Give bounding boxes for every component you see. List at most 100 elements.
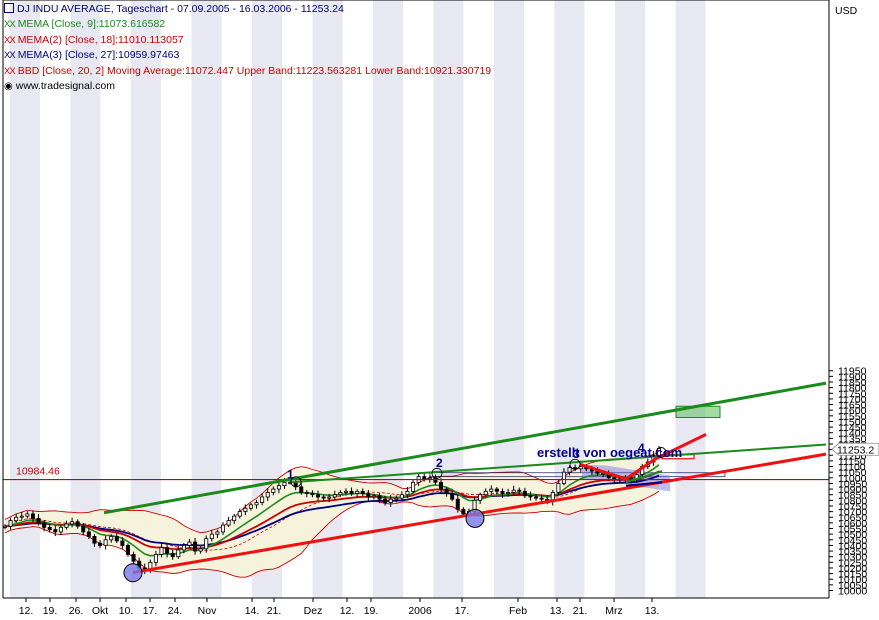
band-middle	[4, 471, 660, 552]
x-tick-label: 12.	[19, 605, 34, 617]
candle-body	[36, 517, 41, 524]
candle	[355, 489, 360, 498]
candle	[36, 514, 41, 526]
y-tick-label: 10950	[838, 478, 867, 490]
legend-bbd: XX BBD [Close, 20, 2] Moving Average:1107…	[4, 64, 491, 79]
y-tick-label: 10100	[838, 574, 867, 586]
candle	[8, 517, 13, 530]
x-tick-label: Okt	[92, 605, 108, 617]
candle-body	[360, 490, 365, 494]
candle	[567, 465, 572, 476]
candle	[193, 537, 198, 555]
candle	[394, 495, 399, 503]
y-tick-label: 10750	[838, 501, 867, 513]
moving-averages	[4, 464, 660, 557]
y-tick-label: 10300	[838, 552, 867, 564]
candle	[310, 490, 315, 498]
chart-annotation: erstellt von oegeat.com	[537, 445, 682, 460]
candle	[260, 493, 265, 506]
candle	[573, 464, 578, 472]
candlesticks	[3, 445, 662, 574]
candle	[511, 485, 516, 495]
green-ramp	[625, 470, 663, 484]
candle-body	[120, 540, 125, 546]
candle	[81, 523, 86, 536]
candle	[14, 513, 19, 523]
candle	[220, 522, 225, 535]
candle-body	[114, 536, 119, 542]
x-tick-label: 13.	[645, 605, 660, 617]
candle-body	[215, 531, 220, 535]
candle	[450, 490, 455, 502]
y-tick-label: 11750	[838, 388, 867, 400]
candle	[556, 480, 561, 496]
candle-body	[75, 521, 80, 527]
candle	[237, 508, 242, 519]
legend-xx-marker: XX	[4, 65, 16, 77]
legend-mema27: XX MEMA(3) [Close, 27]:10959.97463	[4, 48, 491, 63]
candle-body	[343, 490, 348, 493]
candle-body	[483, 490, 488, 496]
candle-body	[237, 511, 242, 517]
x-tick-label: 19.	[364, 605, 379, 617]
candle	[500, 488, 505, 498]
candle-body	[327, 496, 332, 499]
candle-body	[561, 471, 566, 484]
y-axis-area	[829, 0, 879, 620]
candle	[438, 478, 443, 494]
candle	[19, 511, 24, 521]
candle-body	[332, 494, 337, 498]
candle-body	[181, 545, 186, 551]
candle	[494, 487, 499, 495]
candle-body	[226, 520, 231, 526]
candle-body	[153, 554, 158, 563]
wave-marker	[431, 467, 443, 479]
candle-body	[8, 520, 13, 527]
candle-body	[198, 548, 203, 552]
candle	[176, 545, 181, 559]
candle-body	[254, 502, 259, 506]
wave-marker	[655, 447, 667, 458]
x-tick-label: 24.	[168, 605, 183, 617]
legend-bbd-text: BBD [Close, 20, 2] Moving Average:11072.…	[17, 64, 492, 77]
candle	[75, 519, 80, 529]
candle	[120, 537, 125, 549]
y-tick-label: 11800	[838, 383, 867, 395]
x-tick-label: 2006	[408, 605, 432, 617]
y-tick-label: 10600	[838, 518, 867, 530]
last-price-label: 11253.2	[837, 444, 874, 456]
x-tick-label: 12.	[340, 605, 355, 617]
candle	[109, 534, 114, 543]
candle-body	[103, 539, 108, 546]
wave-label: 3	[573, 447, 580, 461]
candle-body	[209, 533, 214, 540]
candle-body	[53, 529, 58, 533]
candle-body	[411, 481, 416, 492]
candle-body	[377, 495, 382, 500]
x-tick-label: Nov	[198, 605, 217, 617]
week-stripe	[131, 0, 161, 598]
y-tick-label: 10200	[838, 563, 867, 575]
candle	[209, 530, 214, 542]
candle-body	[109, 536, 114, 541]
mema9-line	[4, 464, 660, 557]
x-tick-label: 21.	[267, 605, 282, 617]
candle-body	[276, 485, 281, 490]
candle	[366, 489, 371, 501]
x-tick-label: 19.	[43, 605, 58, 617]
candle-body	[321, 496, 326, 499]
candle	[114, 533, 119, 543]
y-tick-label: 10000	[838, 586, 867, 598]
candle-body	[248, 504, 253, 509]
horizontal-level-label: 10984.46	[16, 466, 60, 478]
wave-label: 4	[638, 441, 645, 455]
y-tick-label: 11850	[838, 377, 867, 389]
candle-body	[422, 476, 427, 480]
candle	[321, 494, 326, 501]
week-stripe	[191, 0, 222, 598]
candle	[489, 485, 494, 496]
copyright-icon: ◉	[4, 80, 13, 92]
upper-green-trend	[103, 381, 827, 515]
candle	[561, 468, 566, 486]
candle-body	[478, 494, 483, 501]
